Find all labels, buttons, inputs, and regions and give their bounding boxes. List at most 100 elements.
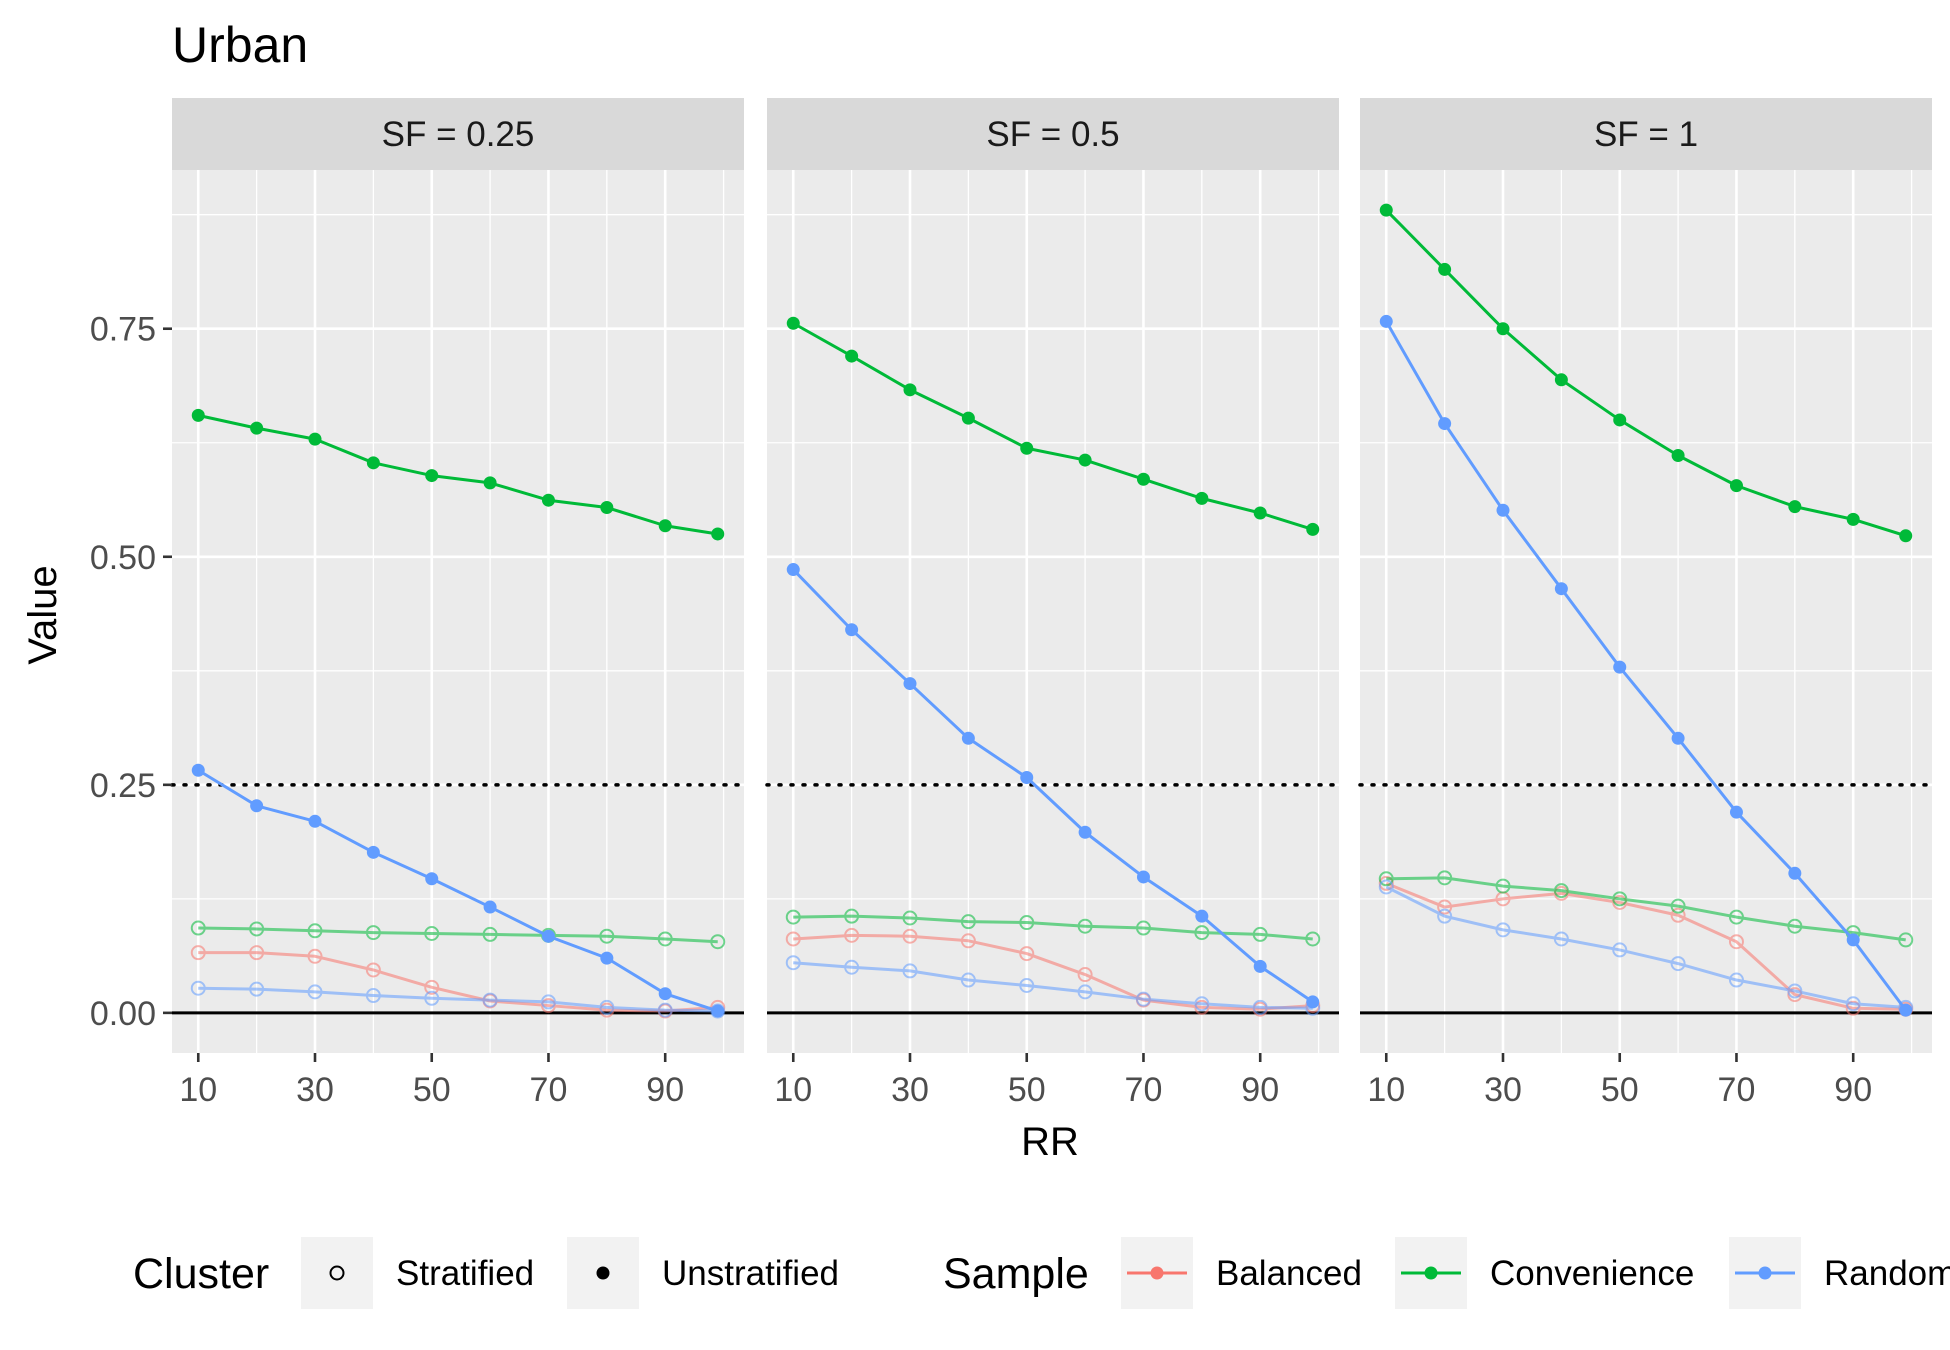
data-point-filled — [250, 799, 264, 813]
legend-title-sample: Sample — [943, 1250, 1089, 1298]
data-point-open — [1898, 932, 1914, 948]
x-tick-label: 50 — [1601, 1071, 1639, 1109]
legend-label: Random — [1824, 1254, 1950, 1293]
data-point-filled — [1899, 1003, 1913, 1017]
facet-strip-label: SF = 1 — [1594, 115, 1698, 154]
data-point-filled — [903, 383, 917, 397]
data-point-open — [424, 926, 440, 942]
data-point-open — [482, 926, 498, 942]
y-tick-label: 0.00 — [90, 995, 156, 1033]
data-point-filled — [250, 421, 264, 435]
data-point-filled — [1496, 322, 1510, 336]
y-tick-label: 0.75 — [90, 311, 156, 349]
data-point-filled — [1496, 503, 1510, 517]
series-convenience-unstratified — [191, 408, 725, 541]
data-point-open — [599, 928, 615, 944]
data-point-open — [844, 927, 860, 943]
data-point-open — [365, 925, 381, 941]
panel-background — [1360, 170, 1932, 1053]
series-random-unstratified — [1379, 314, 1913, 1017]
data-point-open — [1728, 934, 1744, 950]
legend-label: Convenience — [1490, 1254, 1694, 1293]
legend-filled-circle-icon — [596, 1266, 610, 1280]
data-point-open — [540, 994, 556, 1010]
series-line — [198, 986, 718, 1013]
series-line — [1386, 876, 1906, 942]
x-tick-label: 30 — [891, 1071, 929, 1109]
data-point-filled — [961, 731, 975, 745]
data-point-open — [1019, 946, 1035, 962]
series-random-unstratified — [191, 763, 725, 1018]
data-point-filled — [1554, 582, 1568, 596]
data-point-filled — [658, 519, 672, 533]
data-point-open — [785, 955, 801, 971]
data-point-filled — [1729, 479, 1743, 493]
data-point-filled — [541, 493, 555, 507]
data-point-open — [1252, 999, 1268, 1015]
data-point-filled — [600, 501, 614, 515]
legend-point-icon — [1758, 1266, 1772, 1280]
series-line — [1385, 885, 1906, 1009]
data-point-open — [1845, 1000, 1861, 1016]
legend-key — [301, 1237, 373, 1309]
data-point-filled — [1438, 417, 1452, 431]
data-point-open — [249, 981, 265, 997]
data-point-open — [1553, 931, 1569, 947]
data-point-open — [190, 980, 206, 996]
x-tick-label: 50 — [413, 1071, 451, 1109]
x-tick-label: 70 — [530, 1071, 568, 1109]
data-point-filled — [1899, 529, 1913, 543]
data-point-open — [1252, 926, 1268, 942]
data-point-open — [249, 921, 265, 937]
data-point-open — [902, 928, 918, 944]
data-point-open — [1194, 925, 1210, 941]
data-point-filled — [1306, 522, 1320, 536]
data-point-filled — [1195, 909, 1209, 923]
series-line — [197, 768, 719, 1013]
data-point-open — [785, 909, 801, 925]
series-line — [1385, 209, 1907, 538]
data-point-open — [482, 992, 498, 1008]
data-point-open — [307, 984, 323, 1000]
series-line — [793, 933, 1313, 1011]
data-point-open — [844, 959, 860, 975]
x-tick-label: 30 — [1484, 1071, 1522, 1109]
data-point-filled — [425, 469, 439, 483]
legend-label: Balanced — [1216, 1254, 1362, 1293]
data-point-filled — [658, 987, 672, 1001]
data-point-filled — [366, 845, 380, 859]
series-line — [198, 926, 718, 944]
series-line — [793, 961, 1313, 1010]
x-tick-label: 90 — [646, 1071, 684, 1109]
data-point-open — [424, 979, 440, 995]
legend-label: Unstratified — [662, 1254, 839, 1293]
data-point-open — [1378, 871, 1394, 887]
series-convenience-unstratified — [1379, 203, 1913, 543]
x-tick-label: 10 — [774, 1071, 812, 1109]
data-point-filled — [366, 456, 380, 470]
data-point-open — [1019, 915, 1035, 931]
x-tick-label: 70 — [1125, 1071, 1163, 1109]
data-point-open — [1787, 983, 1803, 999]
series-line — [198, 951, 718, 1013]
data-point-open — [1194, 996, 1210, 1012]
data-point-filled — [786, 563, 800, 577]
data-point-filled — [1379, 314, 1393, 328]
legend: Cluster Stratified Unstratified Sample Balan… — [133, 1237, 1950, 1309]
data-point-open — [1077, 984, 1093, 1000]
data-point-open — [1135, 991, 1151, 1007]
data-point-filled — [483, 900, 497, 914]
data-point-open — [307, 948, 323, 964]
x-tick-label: 70 — [1718, 1071, 1756, 1109]
y-tick-label: 0.25 — [90, 767, 156, 805]
data-point-open — [1728, 909, 1744, 925]
data-point-filled — [1613, 413, 1627, 427]
data-point-open — [1019, 977, 1035, 993]
data-point-open — [1135, 920, 1151, 936]
facet-strip — [1360, 98, 1932, 170]
data-point-filled — [1554, 373, 1568, 387]
facet-panel: SF = 0.25 10 30 50 70 90 — [170, 98, 746, 1109]
data-point-open — [960, 933, 976, 949]
